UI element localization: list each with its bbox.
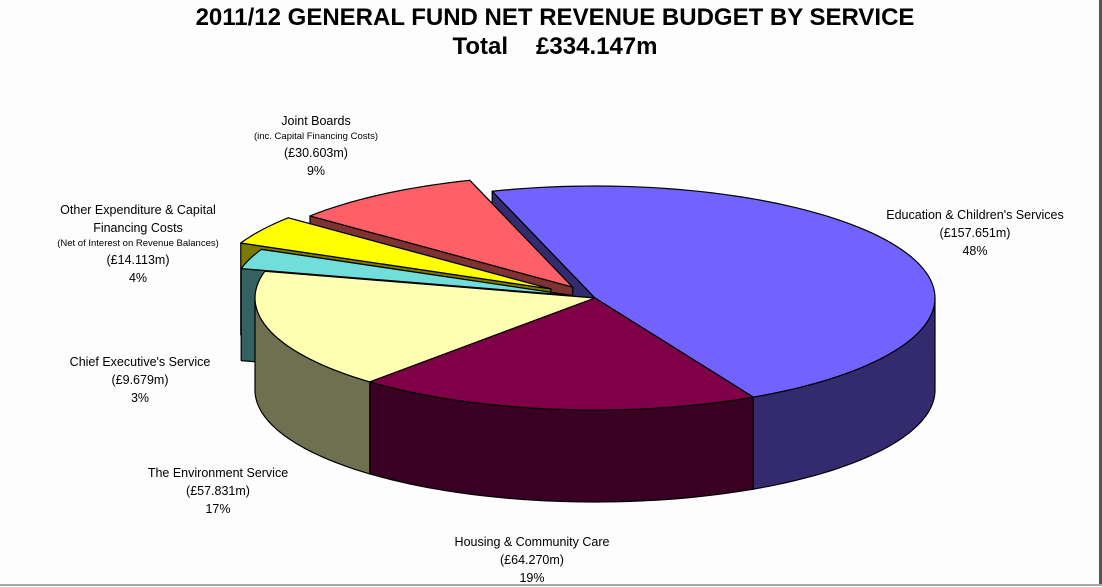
slice-housing-community-care: [369, 297, 754, 411]
label-housing: Housing & Community Care (£64.270m) 19%: [455, 533, 610, 587]
total-label: Total: [452, 33, 509, 60]
label-amount: (£9.679m): [111, 373, 169, 387]
label-name: Education & Children's Services: [886, 208, 1064, 222]
slice-chief-executive-s-service: [240, 248, 572, 296]
chart-total: Total £334.147m: [0, 32, 1102, 61]
label-other-expenditure: Other Expenditure & Capital Financing Co…: [53, 201, 223, 287]
window-border: [0, 584, 1102, 586]
label-note: (inc. Capital Financing Costs): [253, 131, 379, 142]
label-amount: (£57.831m): [186, 484, 250, 498]
label-education: Education & Children's Services (£157.65…: [886, 206, 1063, 260]
label-environment: The Environment Service (£57.831m) 17%: [148, 464, 288, 518]
label-amount: (£157.651m): [939, 226, 1011, 240]
label-chief-executive: Chief Executive's Service (£9.679m) 3%: [70, 353, 211, 407]
label-percent: 4%: [128, 271, 148, 285]
label-percent: 19%: [519, 571, 545, 585]
slice-the-environment-service: [254, 270, 596, 383]
slice-education-children-s-services: [491, 185, 936, 398]
label-amount: (£14.113m): [106, 253, 170, 267]
label-joint-boards: Joint Boards (inc. Capital Financing Cos…: [254, 112, 378, 180]
slice-other-expenditure-capital-financing-costs: [240, 217, 552, 290]
total-value: £334.147m: [536, 33, 658, 60]
window-border: [1099, 0, 1102, 586]
label-amount: (£30.603m): [284, 146, 348, 160]
slice-joint-boards: [309, 179, 574, 288]
label-percent: 17%: [205, 502, 231, 516]
label-percent: 9%: [306, 164, 326, 178]
label-name: Other Expenditure & Capital Financing Co…: [60, 203, 216, 235]
label-name: Housing & Community Care: [454, 535, 610, 549]
label-name: Joint Boards: [281, 114, 351, 128]
label-amount: (£64.270m): [500, 553, 564, 567]
chart-title: 2011/12 GENERAL FUND NET REVENUE BUDGET …: [195, 4, 915, 31]
label-name: Chief Executive's Service: [69, 355, 211, 369]
label-percent: 3%: [130, 391, 150, 405]
label-name: The Environment Service: [147, 466, 289, 480]
label-percent: 48%: [962, 244, 988, 258]
label-note: (Net of Interest on Revenue Balances): [57, 238, 219, 249]
